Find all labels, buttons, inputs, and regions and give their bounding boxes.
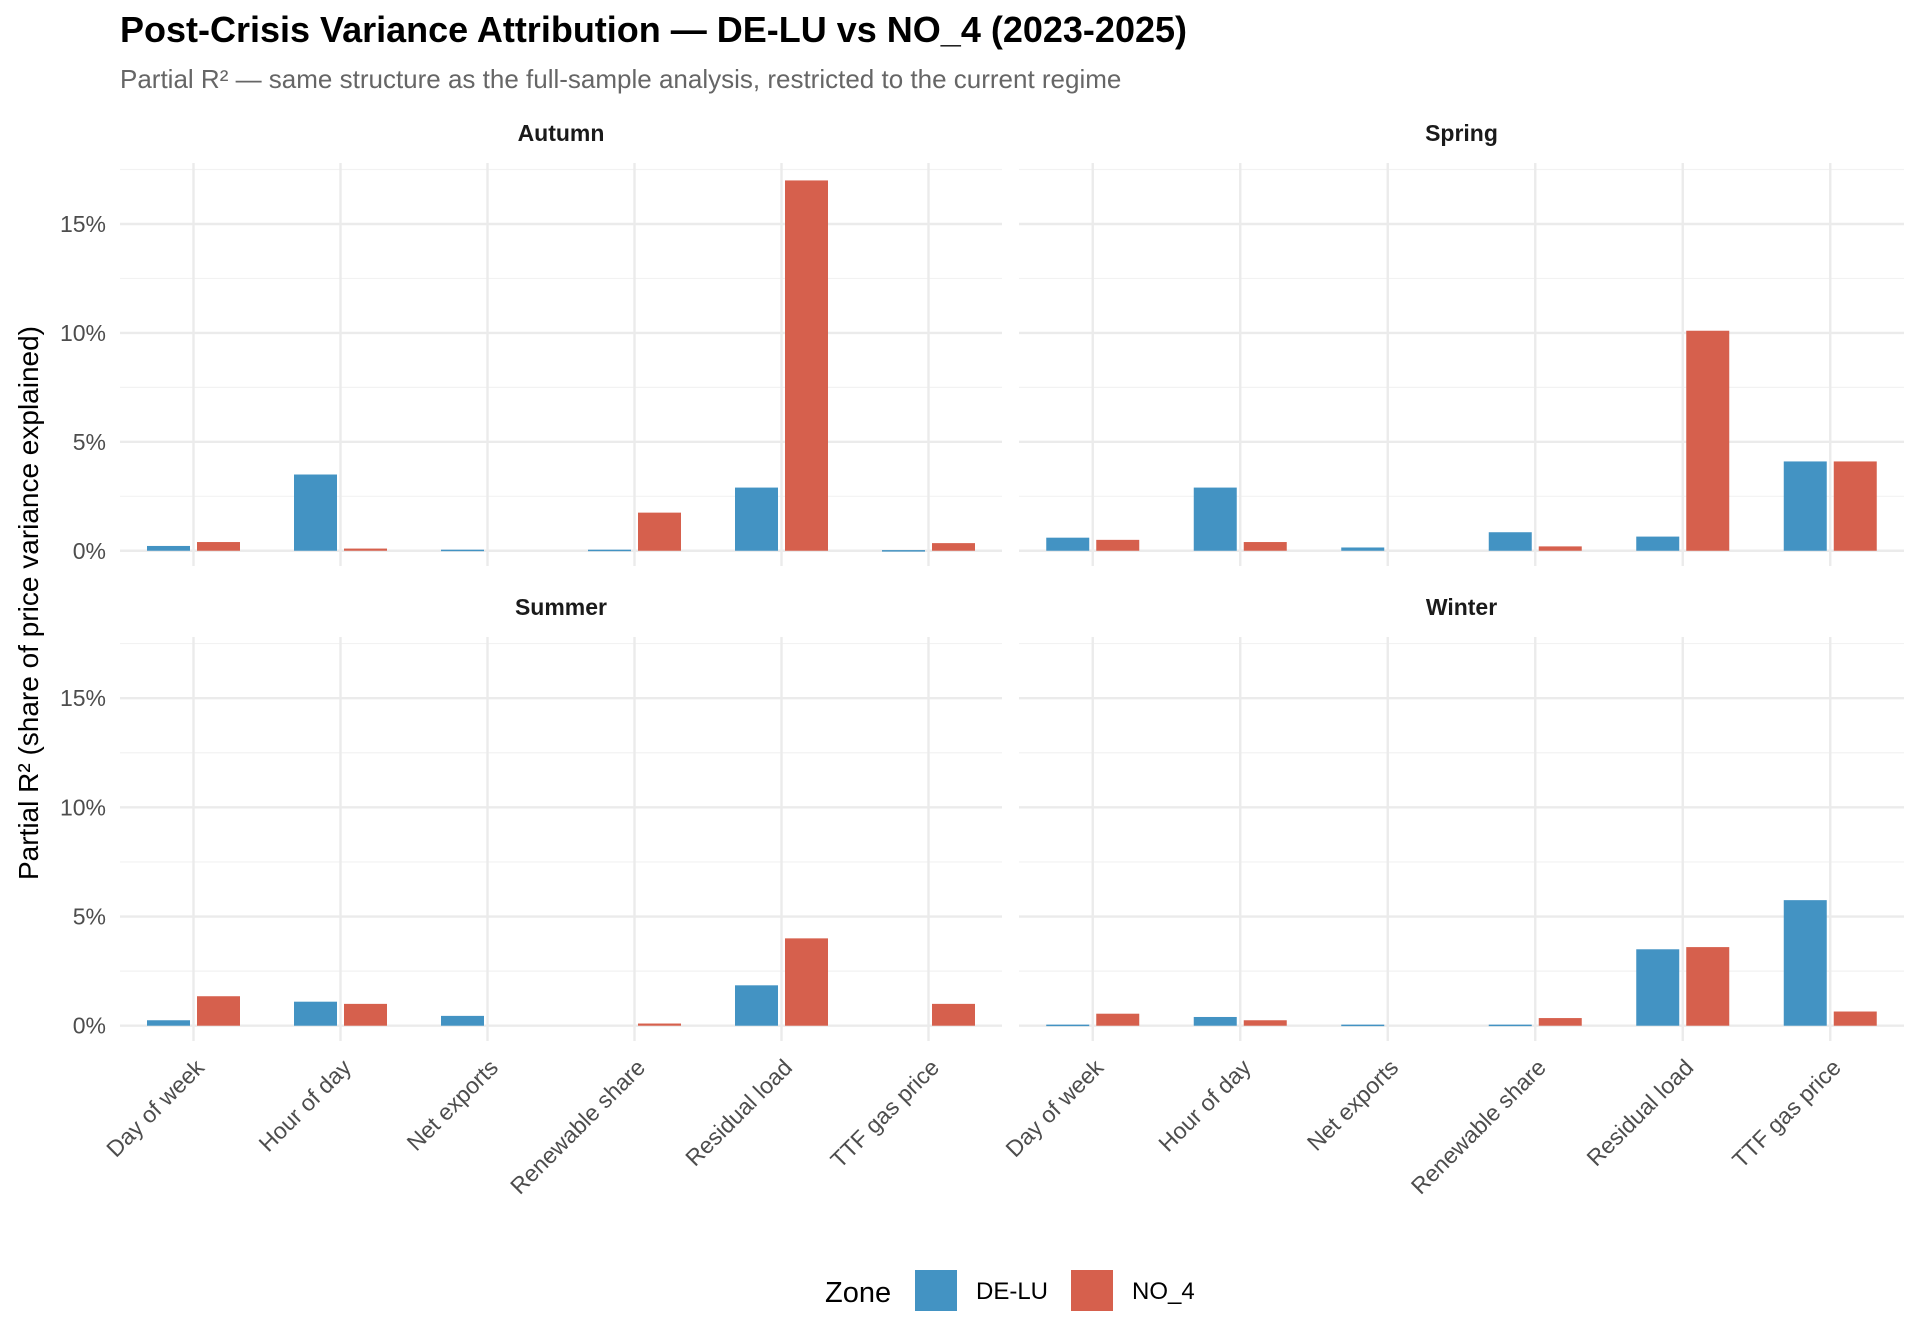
bar-no-4-residual-load	[1686, 947, 1730, 1026]
bar-no-4-renewable-share	[1538, 1018, 1582, 1026]
y-tick-label: 15%	[60, 211, 106, 237]
chart-subtitle: Partial R² — same structure as the full-…	[120, 64, 1121, 94]
facet-strip-label: Winter	[1426, 594, 1497, 620]
y-tick-label: 5%	[73, 429, 106, 455]
bar-no-4-residual-load	[1686, 330, 1730, 551]
y-tick-label: 10%	[60, 320, 106, 346]
bar-de-lu-renewable-share	[1488, 1024, 1532, 1027]
bar-de-lu-ttf-gas-price	[1783, 461, 1827, 551]
panel-spring: Spring	[1019, 120, 1904, 566]
facet-strip-label: Summer	[515, 594, 607, 620]
bar-de-lu-net-exports	[441, 1015, 484, 1026]
legend-key-no-4	[1071, 1270, 1113, 1311]
bar-de-lu-net-exports	[1341, 547, 1385, 551]
bar-no-4-ttf-gas-price	[932, 1003, 975, 1026]
bar-de-lu-day-of-week	[1046, 1024, 1090, 1027]
x-tick-label: Hour of day	[1153, 1054, 1256, 1157]
bar-no-4-renewable-share	[638, 512, 681, 551]
x-tick-label: Renewable share	[505, 1054, 650, 1199]
y-tick-label: 0%	[73, 1013, 106, 1039]
bar-no-4-day-of-week	[1096, 1013, 1140, 1026]
legend-key-de-lu	[915, 1270, 957, 1311]
bar-de-lu-net-exports	[441, 549, 484, 552]
chart-title: Post-Crisis Variance Attribution — DE-LU…	[120, 9, 1187, 50]
facet-strip-label: Autumn	[518, 120, 605, 146]
bar-de-lu-hour-of-day	[294, 1001, 337, 1026]
bar-no-4-day-of-week	[197, 542, 240, 551]
bar-no-4-hour-of-day	[1243, 1020, 1287, 1026]
legend-label-no-4: NO_4	[1132, 1278, 1195, 1305]
facet-panels: 0% 5% 10% 15% Autumn Spring 0% 5% 10% 15% Summer Da…	[60, 120, 1904, 1199]
bar-de-lu-residual-load	[735, 985, 778, 1026]
bar-no-4-renewable-share	[1538, 546, 1582, 551]
bar-de-lu-day-of-week	[147, 545, 190, 551]
panel-summer: 0% 5% 10% 15% Summer Day of week Hour of day Ne…	[60, 594, 1002, 1199]
bar-no-4-residual-load	[785, 180, 828, 551]
bar-no-4-ttf-gas-price	[932, 543, 975, 551]
bar-de-lu-renewable-share	[1488, 532, 1532, 551]
bar-de-lu-ttf-gas-price	[882, 550, 925, 552]
bar-no-4-hour-of-day	[344, 548, 387, 551]
y-tick-label: 0%	[73, 538, 106, 564]
panel-autumn: 0% 5% 10% 15% Autumn	[60, 120, 1002, 566]
x-tick-label: Hour of day	[254, 1054, 357, 1157]
bar-no-4-renewable-share	[638, 1023, 681, 1026]
x-tick-label: Day of week	[1000, 1054, 1108, 1162]
x-tick-label: Net exports	[401, 1054, 503, 1156]
x-tick-label: TTF gas price	[1727, 1054, 1846, 1173]
legend-title: Zone	[825, 1277, 891, 1309]
legend: Zone DE-LU NO_4	[825, 1270, 1195, 1311]
legend-label-de-lu: DE-LU	[976, 1278, 1048, 1305]
x-tick-label: Renewable share	[1406, 1054, 1551, 1199]
bar-de-lu-day-of-week	[147, 1020, 190, 1026]
bar-de-lu-hour-of-day	[1193, 487, 1237, 551]
y-tick-label: 15%	[60, 685, 106, 711]
y-axis-label: Partial R² (share of price variance expl…	[13, 326, 44, 880]
bar-de-lu-net-exports	[1341, 1024, 1385, 1027]
bar-no-4-residual-load	[785, 938, 828, 1026]
bar-de-lu-ttf-gas-price	[1783, 900, 1827, 1026]
x-tick-label: Net exports	[1302, 1054, 1404, 1156]
bar-de-lu-hour-of-day	[1193, 1016, 1237, 1026]
bar-de-lu-day-of-week	[1046, 537, 1090, 551]
bar-de-lu-renewable-share	[588, 549, 631, 552]
bar-no-4-day-of-week	[197, 996, 240, 1026]
bar-de-lu-residual-load	[1636, 536, 1680, 551]
bar-no-4-hour-of-day	[344, 1003, 387, 1026]
y-tick-label: 5%	[73, 904, 106, 930]
y-tick-label: 10%	[60, 794, 106, 820]
bar-de-lu-residual-load	[1636, 949, 1680, 1026]
bar-de-lu-residual-load	[735, 487, 778, 551]
x-tick-label: Residual load	[1581, 1054, 1698, 1171]
x-tick-label: TTF gas price	[825, 1054, 944, 1173]
bar-no-4-day-of-week	[1096, 539, 1140, 551]
bar-no-4-ttf-gas-price	[1833, 461, 1877, 551]
bar-de-lu-hour-of-day	[294, 474, 337, 551]
facet-strip-label: Spring	[1425, 120, 1498, 146]
bar-no-4-hour-of-day	[1243, 542, 1287, 551]
x-tick-label: Day of week	[101, 1054, 209, 1162]
bar-no-4-ttf-gas-price	[1833, 1011, 1877, 1026]
x-tick-label: Residual load	[680, 1054, 797, 1171]
